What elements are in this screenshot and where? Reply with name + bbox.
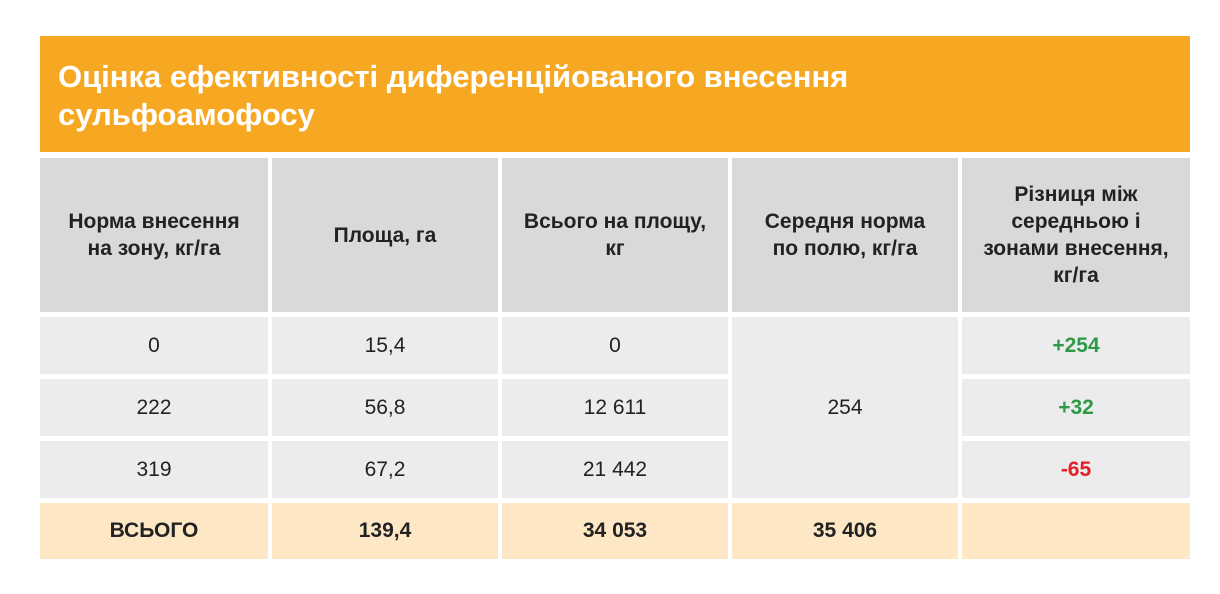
header-cell: Площа, га (272, 158, 498, 312)
cell: 67,2 (272, 441, 498, 498)
header-cell: Середня норма по полю, кг/га (732, 158, 958, 312)
difference-cell: +32 (962, 379, 1190, 436)
header-cell: Різниця між середньою і зонами внесення,… (962, 158, 1190, 312)
difference-cell: -65 (962, 441, 1190, 498)
title: Оцінка ефективності диференційованого вн… (58, 59, 849, 132)
cell: 319 (40, 441, 268, 498)
cell: 0 (40, 317, 268, 374)
total-cell: 35 406 (732, 503, 958, 559)
header-cell: Всього на площу, кг (502, 158, 728, 312)
average-cell: 254 (732, 317, 958, 498)
cell: 56,8 (272, 379, 498, 436)
cell: 12 611 (502, 379, 728, 436)
cell: 15,4 (272, 317, 498, 374)
total-cell: 139,4 (272, 503, 498, 559)
total-cell-empty (962, 503, 1190, 559)
table: Норма внесення на зону, кг/га Площа, га … (40, 158, 1190, 559)
total-cell: ВСЬОГО (40, 503, 268, 559)
total-cell: 34 053 (502, 503, 728, 559)
cell: 21 442 (502, 441, 728, 498)
difference-cell: +254 (962, 317, 1190, 374)
cell: 222 (40, 379, 268, 436)
cell: 0 (502, 317, 728, 374)
title-bar: Оцінка ефективності диференційованого вн… (40, 36, 1190, 152)
header-cell: Норма внесення на зону, кг/га (40, 158, 268, 312)
